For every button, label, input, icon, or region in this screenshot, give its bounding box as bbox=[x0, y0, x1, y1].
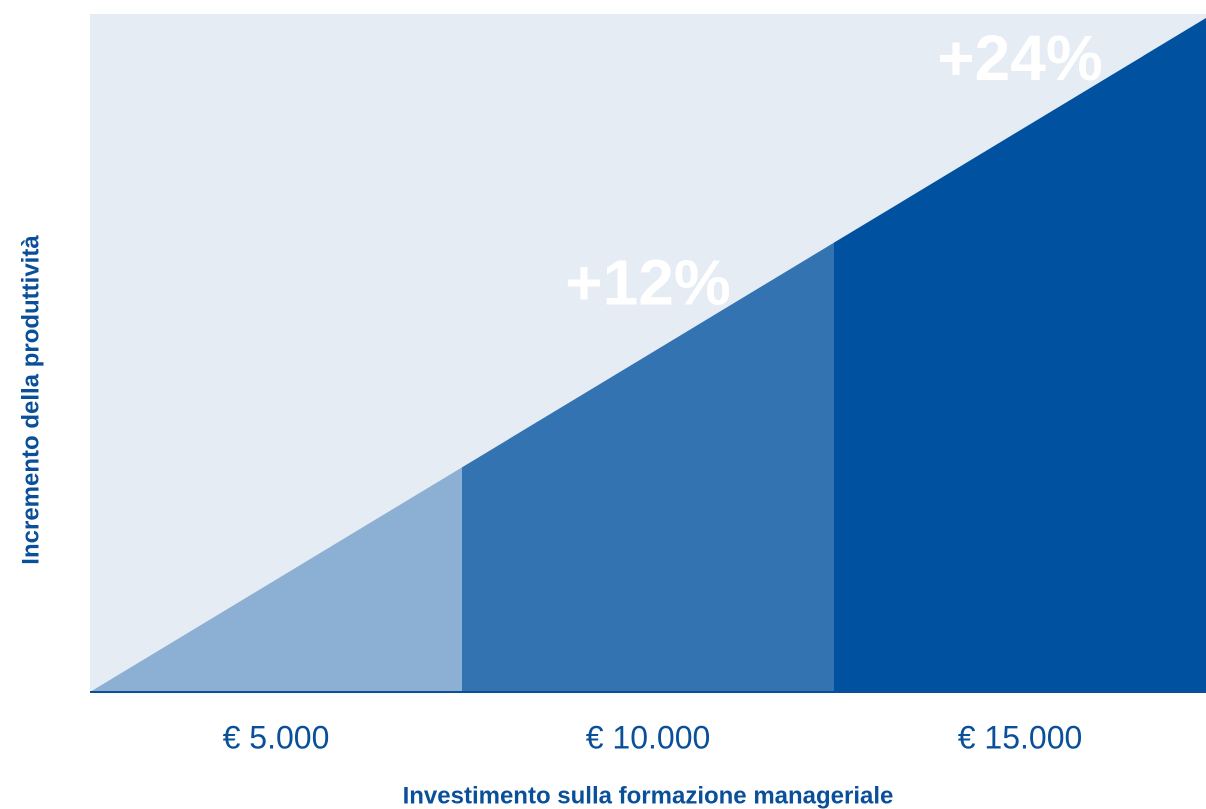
x-axis-title: Investimento sulla formazione managerial… bbox=[403, 782, 894, 809]
x-tick-label: € 15.000 bbox=[958, 719, 1083, 755]
segment-label: +24% bbox=[937, 22, 1102, 94]
segment bbox=[462, 242, 834, 692]
x-tick-label: € 10.000 bbox=[586, 719, 711, 755]
y-axis-title: Incremento della produttività bbox=[17, 235, 44, 565]
x-tick-label: € 5.000 bbox=[223, 719, 330, 755]
segment-label: +12% bbox=[565, 247, 730, 319]
segment bbox=[834, 18, 1206, 692]
segments bbox=[90, 18, 1206, 692]
segment bbox=[90, 467, 462, 692]
